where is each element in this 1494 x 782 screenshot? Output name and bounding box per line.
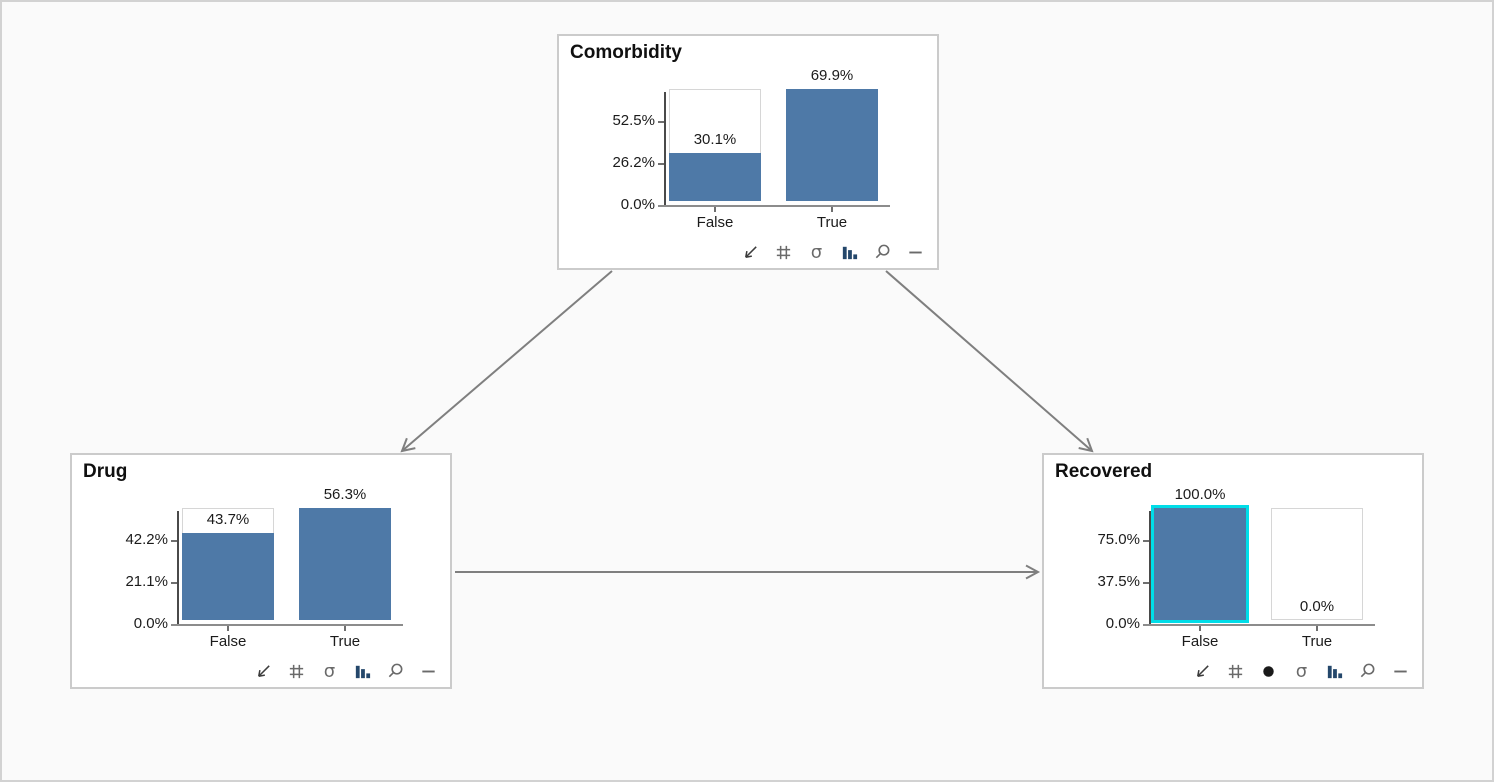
node-recovered[interactable]: Recovered 0.0% 37.5% 75.0% 100.0% 0.0% F…: [1042, 453, 1424, 689]
y-tick-label: 37.5%: [1097, 573, 1140, 590]
x-tick-mark: [1199, 626, 1201, 631]
bar-fill[interactable]: [786, 89, 878, 201]
bar-fill-evidence[interactable]: [1151, 505, 1249, 623]
x-axis-baseline: [658, 205, 890, 207]
y-tick-mark: [1143, 540, 1149, 542]
bar-chart-icon[interactable]: [1325, 662, 1344, 681]
bar-fill[interactable]: [299, 508, 391, 620]
x-axis-baseline: [1143, 624, 1375, 626]
y-tick-mark: [171, 582, 177, 584]
category-label-false: False: [1181, 633, 1219, 650]
bar-chart-icon[interactable]: [353, 662, 372, 681]
bar-value-label: 43.7%: [206, 511, 250, 529]
y-tick-label: 0.0%: [133, 615, 168, 632]
y-tick-mark: [171, 540, 177, 542]
evidence-dot-icon[interactable]: [1259, 662, 1278, 681]
edge-comorbidity-drug[interactable]: [400, 270, 613, 453]
x-tick-mark: [714, 207, 716, 212]
bar-ghost: [1271, 508, 1363, 620]
category-label-true: True: [1301, 633, 1333, 650]
pan-arrow-icon[interactable]: [741, 243, 760, 262]
edge-comorbidity-recovered[interactable]: [885, 270, 1094, 453]
y-axis: [664, 92, 666, 207]
bar-value-label: 69.9%: [810, 67, 854, 84]
x-tick-mark: [831, 207, 833, 212]
bar-value-label: 100.0%: [1174, 486, 1226, 503]
y-axis: [1149, 511, 1151, 626]
node-drug[interactable]: Drug 0.0% 21.1% 42.2% 43.7% 56.3% False …: [70, 453, 452, 689]
category-label-true: True: [816, 214, 848, 231]
x-tick-mark: [344, 626, 346, 631]
node-comorbidity[interactable]: Comorbidity 0.0% 26.2% 52.5% 30.1% 69.9%…: [557, 34, 939, 270]
y-axis: [177, 511, 179, 626]
bar-false[interactable]: 30.1%: [669, 89, 761, 201]
node-title: Drug: [83, 461, 128, 482]
category-label-true: True: [329, 633, 361, 650]
zoom-icon[interactable]: [873, 243, 892, 262]
bar-value-label: 56.3%: [323, 486, 367, 503]
y-tick-label: 75.0%: [1097, 531, 1140, 548]
bar-value-label: 0.0%: [1299, 598, 1335, 615]
sigma-icon[interactable]: σ: [323, 660, 336, 682]
sigma-icon[interactable]: σ: [810, 241, 823, 263]
y-tick-label: 0.0%: [1105, 615, 1140, 632]
node-title: Comorbidity: [570, 42, 682, 63]
y-tick-mark: [1143, 582, 1149, 584]
grid-icon[interactable]: [1226, 662, 1245, 681]
bar-fill[interactable]: [669, 152, 761, 201]
x-tick-mark: [1316, 626, 1318, 631]
bar-true[interactable]: 56.3%: [299, 486, 391, 620]
bar-true[interactable]: 0.0%: [1271, 508, 1363, 620]
zoom-icon[interactable]: [1358, 662, 1377, 681]
category-label-false: False: [209, 633, 247, 650]
y-tick-mark: [658, 163, 664, 165]
sigma-icon[interactable]: σ: [1295, 660, 1308, 682]
minimize-icon[interactable]: [419, 662, 438, 681]
y-tick-mark: [658, 121, 664, 123]
bar-chart-icon[interactable]: [840, 243, 859, 262]
pan-arrow-icon[interactable]: [1193, 662, 1212, 681]
node-toolbar: σ: [741, 241, 925, 263]
minimize-icon[interactable]: [1391, 662, 1410, 681]
bar-fill[interactable]: [182, 533, 274, 620]
bar-false[interactable]: 100.0%: [1151, 486, 1249, 623]
node-toolbar: σ: [1193, 660, 1410, 682]
y-tick-label: 42.2%: [125, 531, 168, 548]
x-axis-baseline: [171, 624, 403, 626]
grid-icon[interactable]: [774, 243, 793, 262]
zoom-icon[interactable]: [386, 662, 405, 681]
category-label-false: False: [696, 214, 734, 231]
pan-arrow-icon[interactable]: [254, 662, 273, 681]
node-toolbar: σ: [254, 660, 438, 682]
y-tick-label: 26.2%: [612, 154, 655, 171]
bar-true[interactable]: 69.9%: [786, 67, 878, 201]
y-tick-label: 21.1%: [125, 573, 168, 590]
x-tick-mark: [227, 626, 229, 631]
y-tick-label: 52.5%: [612, 112, 655, 129]
grid-icon[interactable]: [287, 662, 306, 681]
bar-value-label: 30.1%: [693, 130, 737, 148]
y-tick-label: 0.0%: [620, 196, 655, 213]
bar-false[interactable]: 43.7%: [182, 508, 274, 620]
minimize-icon[interactable]: [906, 243, 925, 262]
node-title: Recovered: [1055, 461, 1153, 482]
